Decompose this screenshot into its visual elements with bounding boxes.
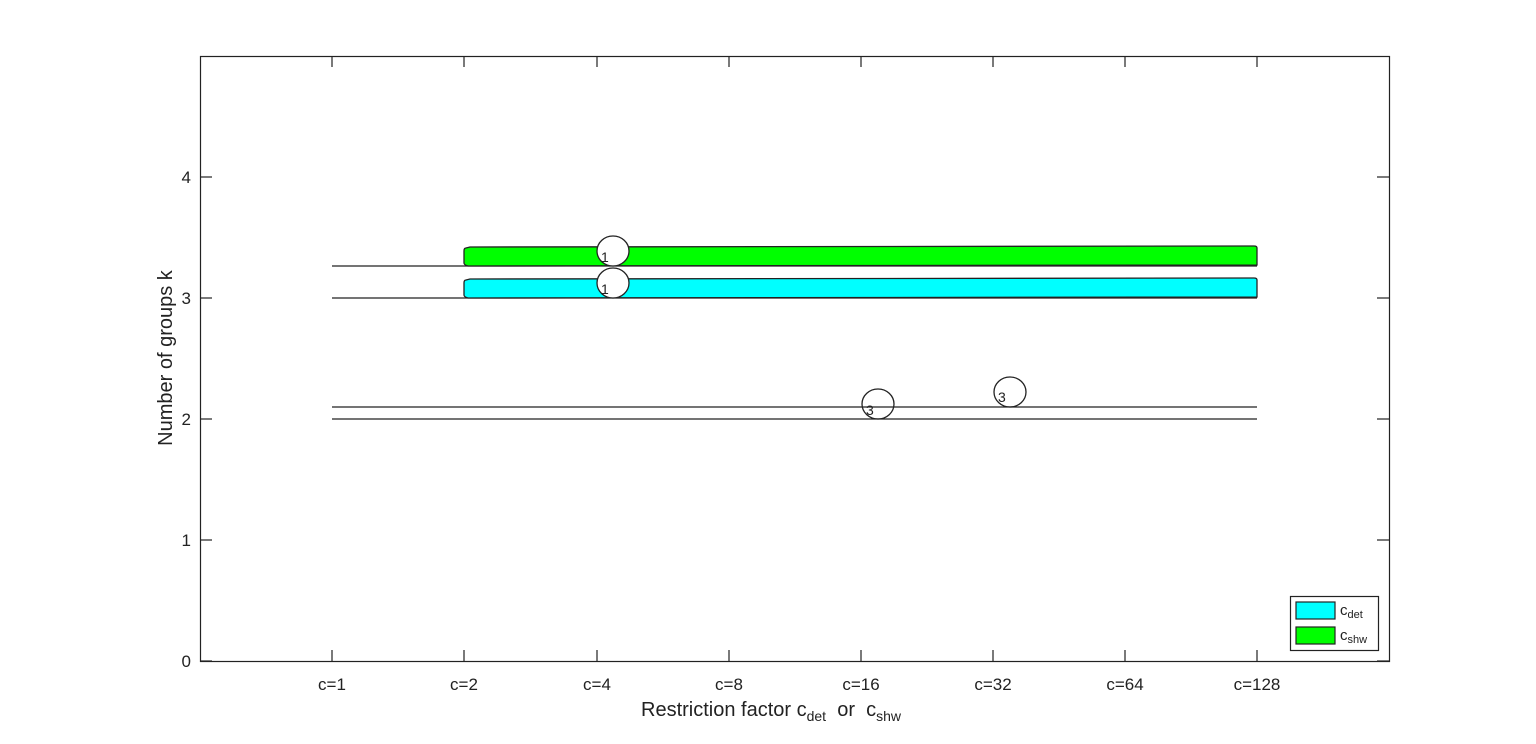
svg-text:cshw: cshw bbox=[1340, 627, 1367, 646]
svg-text:3: 3 bbox=[998, 389, 1006, 405]
det-band bbox=[463, 277, 1258, 299]
x-tick-label: c=4 bbox=[583, 675, 611, 694]
y-tick-label: 4 bbox=[182, 168, 191, 187]
x-axis-label: Restriction factor cdet or cshw bbox=[641, 699, 902, 724]
x-tick-label: c=2 bbox=[450, 675, 478, 694]
x-tick-label: c=64 bbox=[1106, 675, 1143, 694]
y-tick-label: 3 bbox=[182, 289, 191, 308]
det-k2-marker: 3 bbox=[861, 388, 895, 420]
x-tick-label: c=1 bbox=[318, 675, 346, 694]
x-tick-label: c=16 bbox=[842, 675, 879, 694]
x-label-mid: or c bbox=[826, 699, 876, 721]
x-label-sub-shw: shw bbox=[876, 708, 902, 724]
plot-area bbox=[199, 55, 1391, 663]
det-k3-marker: 1 bbox=[596, 267, 630, 299]
shw-band bbox=[463, 245, 1258, 267]
y-tick-label: 2 bbox=[182, 410, 191, 429]
x-tick-label: c=32 bbox=[974, 675, 1011, 694]
x-axis bbox=[331, 56, 1258, 661]
circle-markers: 1 1 3 3 bbox=[596, 235, 1027, 420]
x-label-main: Restriction factor c bbox=[641, 699, 807, 721]
shw-k3-marker: 1 bbox=[596, 235, 630, 267]
svg-text:1: 1 bbox=[601, 281, 609, 297]
legend-swatch-det bbox=[1295, 601, 1336, 620]
y-tick-labels: 0 1 2 3 4 bbox=[182, 168, 191, 671]
shw-k2-marker: 3 bbox=[993, 376, 1027, 408]
x-tick-labels: c=1 c=2 c=4 c=8 c=16 c=32 c=64 c=128 bbox=[318, 675, 1280, 694]
k2-lines bbox=[332, 406, 1257, 420]
x-tick-label: c=8 bbox=[715, 675, 743, 694]
x-tick-label: c=128 bbox=[1234, 675, 1281, 694]
legend-item-shw: cshw bbox=[1295, 626, 1367, 646]
y-axis bbox=[200, 176, 1389, 662]
y-tick-label: 1 bbox=[182, 531, 191, 550]
x-label-sub-det: det bbox=[807, 708, 827, 724]
y-tick-label: 0 bbox=[182, 652, 191, 671]
svg-text:cdet: cdet bbox=[1340, 602, 1363, 621]
svg-text:1: 1 bbox=[601, 249, 609, 265]
legend-item-det: cdet bbox=[1295, 601, 1363, 621]
legend: cdet cshw bbox=[1289, 595, 1380, 652]
svg-text:3: 3 bbox=[866, 402, 874, 418]
y-axis-label: Number of groups k bbox=[155, 269, 177, 446]
legend-swatch-shw bbox=[1295, 626, 1336, 645]
